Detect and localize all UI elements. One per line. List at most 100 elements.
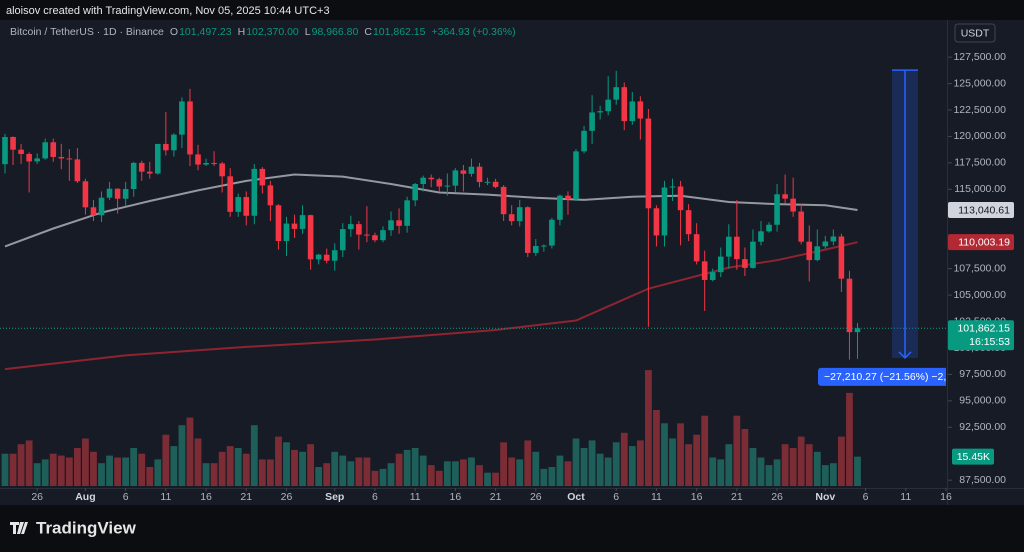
volume-bar — [299, 451, 306, 486]
candle-body — [26, 154, 32, 162]
candle-body — [388, 220, 394, 231]
candle-body — [669, 186, 676, 188]
volume-bar — [765, 465, 773, 486]
volume-bar — [25, 440, 33, 486]
candle-body — [171, 134, 177, 151]
currency[interactable]: USDT — [961, 27, 990, 39]
volume-bar — [677, 423, 684, 486]
volume-bar — [1, 453, 9, 486]
y-tick-label: 97,500.00 — [959, 368, 1006, 380]
candle-body — [34, 158, 40, 162]
x-tick-label: 16 — [450, 491, 462, 503]
volume-bar — [580, 448, 588, 486]
volume-bar — [82, 438, 89, 486]
volume-bar — [379, 468, 387, 486]
y-tick-label: 95,000.00 — [959, 395, 1006, 407]
candle-body — [146, 171, 153, 174]
candle-body — [629, 101, 636, 122]
candle-body — [814, 246, 821, 261]
x-tick-label: 11 — [410, 491, 421, 503]
candle-body — [589, 112, 595, 131]
volume-bar — [307, 444, 315, 486]
candle-body — [750, 241, 756, 268]
volume-bar — [709, 457, 717, 486]
axes: 87,500.0092,500.0095,000.0097,500.00100,… — [31, 51, 1014, 503]
countdown: 16:15:53 — [969, 336, 1010, 348]
volume-bar — [242, 453, 250, 486]
volume-bar — [98, 463, 105, 486]
candle-body — [476, 166, 483, 183]
x-tick-label: 21 — [240, 491, 252, 503]
x-tick-label: Aug — [75, 491, 95, 503]
moving-average — [4, 173, 858, 248]
volume-bar — [829, 463, 837, 486]
volume-bar — [789, 448, 797, 486]
volume-bar — [154, 459, 162, 486]
volume-bar — [363, 457, 371, 486]
candle-body — [348, 224, 354, 230]
volume-bar — [226, 446, 234, 486]
candle-body — [227, 176, 233, 212]
volume-bar — [114, 457, 121, 486]
x-tick-label: 11 — [900, 491, 911, 503]
candle-body — [541, 245, 547, 247]
candle-body — [251, 168, 258, 216]
candle-body — [396, 220, 402, 226]
candle-body — [645, 118, 652, 209]
volume-bar — [653, 410, 660, 486]
volume-bar — [838, 436, 845, 486]
volume-bar — [451, 461, 459, 486]
volume-bar — [821, 465, 829, 486]
volume-bar — [186, 417, 194, 486]
volume-bar — [813, 451, 821, 486]
volume-bar — [323, 463, 331, 486]
volume-bar — [781, 444, 789, 486]
candle-body — [219, 163, 225, 177]
candle-body — [283, 223, 290, 242]
candle-body — [524, 207, 531, 253]
candle-body — [10, 136, 16, 150]
volume-bar — [628, 446, 636, 486]
candle-body — [806, 241, 813, 261]
volume-bar — [717, 459, 725, 486]
ma-price-label: 113,040.61 — [958, 204, 1010, 216]
candle-body — [605, 99, 611, 112]
volume-bar — [339, 455, 347, 486]
candle-body — [323, 254, 330, 261]
volume-bar — [636, 440, 644, 486]
volume-bar — [596, 453, 604, 486]
last-price-label: 101,862.15 — [957, 323, 1010, 335]
plot-area: −27,210.27 (−21.56%) −2,73 — [0, 69, 946, 486]
volume-bar — [234, 448, 242, 486]
candle-body — [726, 236, 732, 257]
volume-bar — [757, 457, 765, 486]
volume-bar — [33, 463, 41, 486]
candle-body — [58, 156, 65, 159]
x-tick-label: 6 — [372, 491, 378, 503]
volume-bar — [90, 451, 97, 486]
x-tick-label: 26 — [281, 491, 293, 503]
x-tick-label: 6 — [613, 491, 619, 503]
x-tick-label: 26 — [771, 491, 783, 503]
volume-bar — [612, 442, 620, 486]
volume-bar — [427, 465, 435, 486]
candle-body — [854, 328, 861, 333]
volume-bar — [57, 455, 65, 486]
volume-bar — [202, 463, 210, 486]
currency-box[interactable] — [954, 23, 996, 43]
brand: TradingView — [36, 518, 137, 537]
x-tick-label: 6 — [123, 491, 129, 503]
volume-bar — [741, 429, 749, 486]
volume-bar — [371, 470, 379, 486]
volume-bar — [194, 438, 202, 486]
candle-body — [380, 230, 386, 241]
volume-bar — [9, 453, 17, 486]
volume-bar — [170, 446, 178, 486]
candle-body — [709, 272, 716, 280]
volume-bar — [387, 463, 395, 486]
volume-bar — [419, 455, 427, 486]
volume-bar — [532, 451, 540, 486]
volume-bar — [411, 448, 419, 486]
candle-body — [508, 214, 515, 222]
candle-body — [42, 142, 49, 159]
